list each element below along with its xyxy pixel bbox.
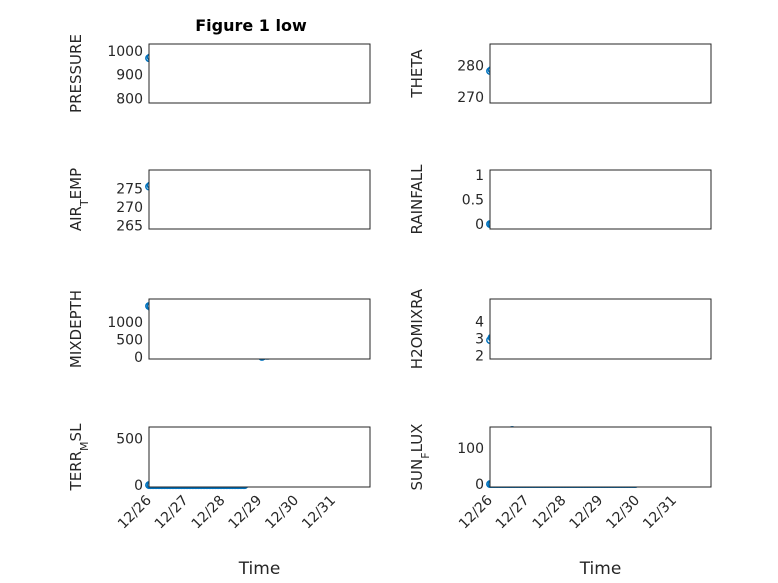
sun-flux-ytick-label: 100: [457, 441, 484, 457]
sun-flux-xtick-label: 12/28: [530, 493, 570, 533]
theta-ylabel: THETA: [408, 49, 426, 99]
h2omixra-ytick-label: 4: [475, 314, 484, 330]
mixdepth-axes-frame: [148, 298, 371, 360]
h2omixra-ytick-label: 2: [475, 349, 484, 365]
figure-title: Figure 1 low: [195, 16, 307, 35]
air-temp-axes-frame: [148, 169, 371, 230]
sun-flux-ylabel: SUNFLUX: [408, 424, 432, 491]
plot-theta: 270 280 THETA: [408, 43, 712, 106]
theta-ytick-label: 270: [457, 90, 484, 106]
terr-msl-xtick-label: 12/29: [225, 493, 265, 533]
sun-flux-xlabel: Time: [579, 559, 622, 579]
air-temp-ytick-label: 275: [116, 181, 143, 197]
plot-air-temp: 265 270 275 AIRTEMP: [67, 168, 371, 234]
sun-flux-xtick-label: 12/27: [493, 493, 533, 533]
sun-flux-ytick-label: 0: [475, 477, 484, 493]
sun-flux-xtick-label: 12/30: [603, 493, 643, 533]
pressure-ytick-label: 800: [116, 91, 143, 107]
h2omixra-ylabel: H2OMIXRA: [408, 288, 426, 369]
theta-axes-frame: [489, 43, 712, 104]
terr-msl-ytick-label: 0: [134, 478, 143, 494]
pressure-ylabel: PRESSURE: [67, 34, 85, 113]
sun-flux-xtick-label: 12/26: [456, 492, 496, 532]
rainfall-ylabel: RAINFALL: [408, 164, 426, 235]
rainfall-ytick-label: 0: [475, 217, 484, 233]
sun-flux-xtick-label: 12/31: [640, 493, 680, 533]
rainfall-ytick-label: 1: [475, 168, 484, 184]
plot-rainfall: 0 0.5 1 RAINFALL: [408, 164, 712, 235]
pressure-ytick-label: 900: [116, 68, 143, 84]
mixdepth-ytick-label: 0: [134, 350, 143, 366]
sun-flux-axes-frame: [489, 426, 712, 488]
sun-flux-xtick-label: 12/29: [566, 493, 606, 533]
terr-msl-xtick-label: 12/26: [115, 492, 155, 532]
rainfall-axes-frame: [489, 169, 712, 230]
mixdepth-ytick-label: 1000: [107, 315, 143, 331]
mixdepth-ylabel: MIXDEPTH: [67, 290, 85, 368]
terr-msl-ylabel: TERRMSL: [67, 423, 91, 492]
mixdepth-ytick-label: 500: [116, 333, 143, 349]
terr-msl-xlabel: Time: [238, 559, 281, 579]
air-temp-ylabel: AIRTEMP: [67, 168, 91, 231]
h2omixra-ytick-label: 3: [475, 331, 484, 347]
air-temp-ytick-label: 265: [116, 218, 143, 234]
terr-msl-axes-frame: [148, 426, 371, 488]
terr-msl-xtick-label: 12/31: [299, 493, 339, 533]
pressure-ytick-label: 1000: [107, 44, 143, 60]
rainfall-ytick-label: 0.5: [462, 193, 484, 209]
terr-msl-ytick-label: 500: [116, 431, 143, 447]
h2omixra-axes-frame: [489, 298, 712, 360]
pressure-axes-frame: [148, 43, 371, 104]
terr-msl-xtick-label: 12/30: [262, 493, 302, 533]
plot-pressure: 800 900 1000 PRESSURE: [67, 34, 371, 113]
theta-ytick-label: 280: [457, 59, 484, 75]
terr-msl-xtick-label: 12/28: [189, 493, 229, 533]
terr-msl-xtick-label: 12/27: [152, 493, 192, 533]
plot-h2omixra: 2 34 H2OMIXRA: [408, 288, 712, 369]
air-temp-ytick-label: 270: [116, 200, 143, 216]
